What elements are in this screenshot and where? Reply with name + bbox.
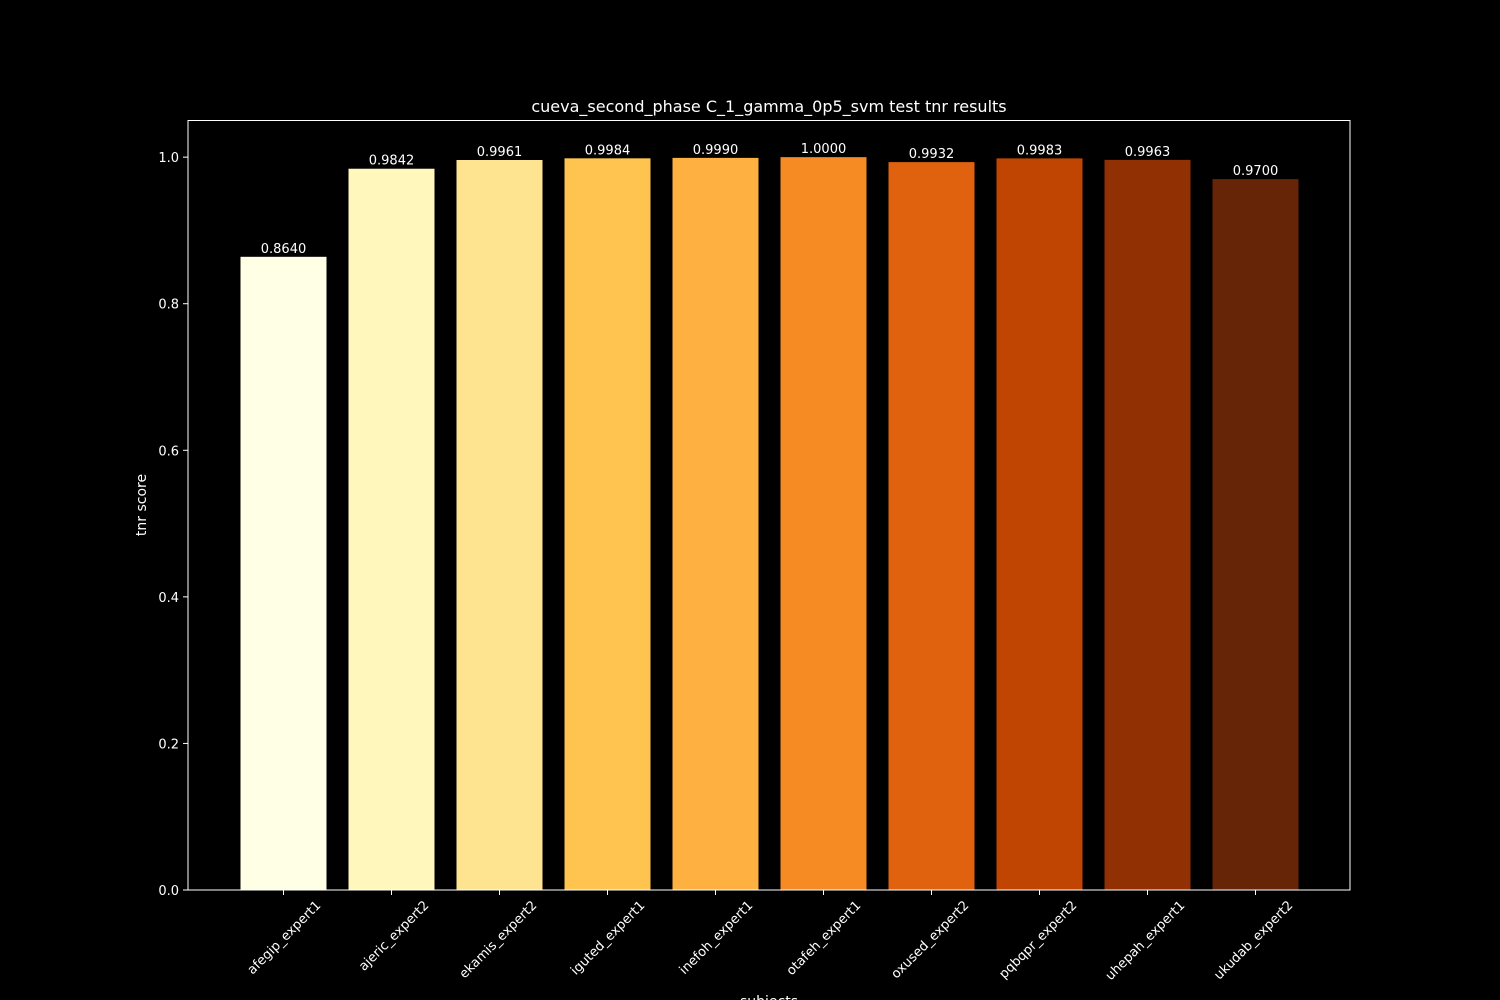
x-tick-label: afegip_expert1	[245, 898, 325, 978]
x-axis: afegip_expert1 ajeric_expert2 ekamis_exper…	[245, 890, 1296, 984]
bar-oxused_expert2	[888, 162, 975, 890]
y-tick-label: 0.8	[158, 298, 179, 313]
value-label: 0.9932	[909, 147, 955, 162]
x-tick-label: ukudab_expert2	[1211, 898, 1296, 983]
value-label: 0.8640	[261, 242, 307, 257]
value-label: 0.9983	[1017, 143, 1063, 158]
x-axis-label: subjects	[740, 994, 798, 1000]
x-tick-label: ekamis_expert2	[457, 898, 541, 982]
chart-title: cueva_second_phase C_1_gamma_0p5_svm tes…	[531, 97, 1006, 117]
plot-frame	[187, 120, 1351, 891]
bar-uhepah_expert1	[1104, 159, 1191, 890]
x-tick-label: ajeric_expert2	[356, 898, 432, 974]
bar-iguted_expert1	[564, 158, 651, 890]
x-tick-label: oxused_expert2	[889, 898, 973, 982]
y-tick-label: 1.0	[158, 151, 179, 166]
y-tick-label: 0.6	[158, 444, 179, 459]
bars-group	[240, 157, 1299, 891]
bar-ekamis_expert2	[456, 160, 543, 891]
value-labels-group: 0.8640 0.9842 0.9961 0.9984 0.9990 1.0000 0.99…	[261, 142, 1279, 257]
bar-otafeh_expert1	[780, 157, 867, 891]
value-label: 0.9700	[1233, 164, 1279, 179]
value-label: 0.9961	[477, 145, 523, 160]
x-tick-label: otafeh_expert1	[784, 898, 864, 978]
value-label: 0.9963	[1125, 145, 1171, 160]
bar-pqbqpr_expert2	[996, 158, 1083, 890]
bar-afegip_expert1	[240, 256, 327, 891]
x-tick-label: iguted_expert1	[568, 898, 648, 978]
y-tick-label: 0.2	[158, 737, 179, 752]
value-label: 0.9990	[693, 143, 739, 158]
value-label: 0.9842	[369, 154, 415, 169]
y-axis: 0.0 0.2 0.4 0.6 0.8 1.0	[158, 151, 188, 899]
x-tick-label: inefoh_expert1	[677, 898, 757, 978]
x-tick-label: uhepah_expert1	[1103, 898, 1188, 983]
y-tick-label: 0.4	[158, 591, 179, 606]
y-tick-label: 0.0	[158, 884, 179, 899]
value-label: 1.0000	[801, 142, 847, 157]
bar-inefoh_expert1	[672, 157, 759, 890]
value-label: 0.9984	[585, 143, 631, 158]
bar-ukudab_expert2	[1212, 179, 1299, 891]
x-tick-label: pqbqpr_expert2	[997, 898, 1081, 982]
bar-ajeric_expert2	[348, 168, 435, 891]
y-axis-label: tnr score	[134, 474, 150, 536]
